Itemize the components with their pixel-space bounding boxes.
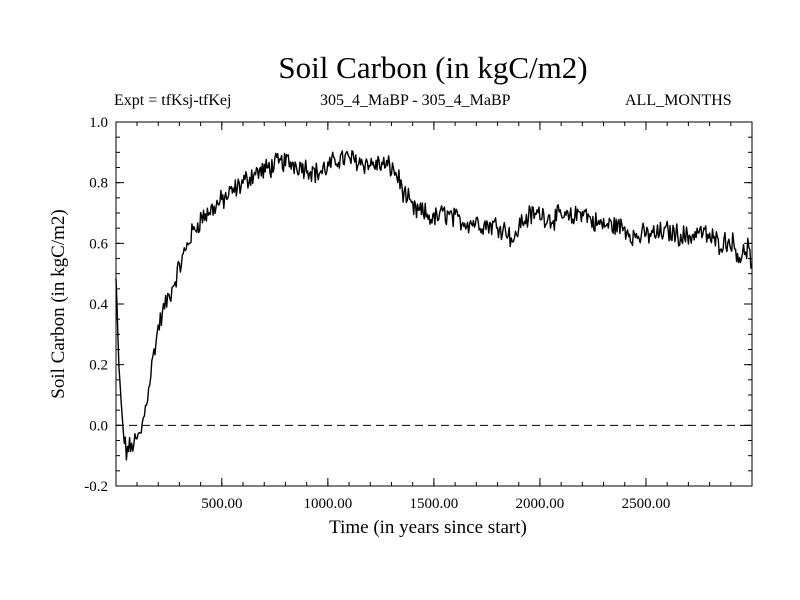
y-tick-label: 1.0 (89, 115, 108, 131)
y-tick-label: 0.4 (89, 297, 108, 313)
x-tick-label: 1500.00 (410, 496, 459, 512)
months-label: ALL_MONTHS (625, 92, 732, 109)
y-tick-label: 0.6 (89, 236, 108, 252)
x-tick-label: 1000.00 (303, 496, 352, 512)
x-tick-label: 2500.00 (622, 496, 671, 512)
series-line-soil-carbon (115, 150, 753, 461)
y-tick-label: 0.8 (89, 176, 108, 192)
x-tick-label: 2000.00 (516, 496, 565, 512)
y-tick-label: 0.0 (89, 418, 108, 434)
chart-title: Soil Carbon (in kgC/m2) (278, 50, 588, 85)
y-tick-label: -0.2 (84, 479, 108, 495)
plot-frame (115, 121, 753, 487)
x-tick-label: 500.00 (201, 496, 242, 512)
experiment-label: Expt = tfKsj-tfKej (114, 92, 232, 109)
x-axis-title: Time (in years since start) (329, 517, 527, 538)
y-axis-title: Soil Carbon (in kgC/m2) (48, 209, 69, 398)
y-tick-label: 0.2 (89, 358, 108, 374)
chart-subtitle: 305_4_MaBP - 305_4_MaBP (320, 92, 511, 109)
